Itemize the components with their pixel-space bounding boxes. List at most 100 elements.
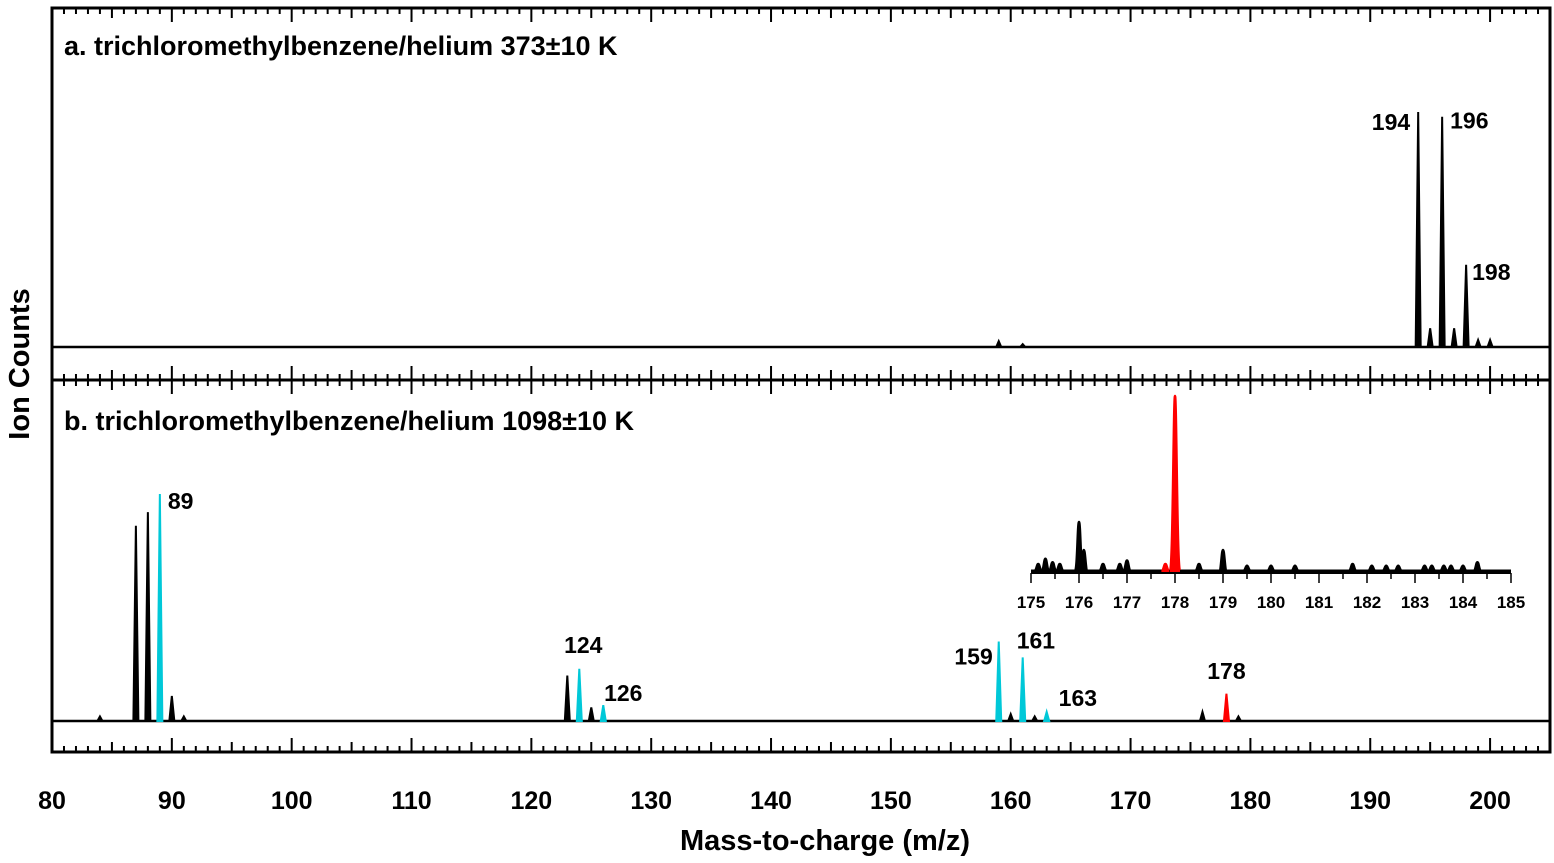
peak-label-196: 196	[1450, 108, 1488, 134]
inset-tick-label-181: 181	[1305, 593, 1333, 612]
peak-label-178: 178	[1207, 658, 1246, 684]
inset-peak	[1367, 564, 1377, 573]
x-tick-label-80: 80	[38, 787, 66, 815]
inset-tick-label-183: 183	[1401, 593, 1429, 612]
inset-x-axis: 175 176 177 178 179 180 181 182 183 184 185	[1017, 572, 1525, 612]
x-tick-label-160: 160	[990, 787, 1032, 815]
peak-123	[563, 675, 571, 722]
peak-196	[1438, 116, 1446, 348]
inset-tick-label-184: 184	[1449, 593, 1478, 612]
inset-peak	[1266, 564, 1276, 573]
inset-tick-label-176: 176	[1065, 593, 1093, 612]
x-tick-label-100: 100	[271, 787, 313, 815]
peak-159	[994, 338, 1003, 348]
panel-a: a. trichloromethylbenzene/helium 373±10 …	[50, 6, 1552, 382]
peak-178	[1222, 693, 1231, 722]
panel-b-frame	[50, 378, 1552, 754]
inset-peak	[1458, 564, 1468, 573]
peak-label-161: 161	[1017, 627, 1056, 653]
peak-197	[1450, 328, 1458, 348]
peak-90	[168, 695, 176, 722]
inset-peak	[1439, 564, 1449, 573]
x-tick-label-120: 120	[511, 787, 553, 815]
x-axis-tick-labels: 80 90 100 110 120 130 140 150 160 170 180 190 200	[38, 787, 1511, 815]
panel-b-title: b. trichloromethylbenzene/helium 1098±10…	[64, 406, 634, 436]
peak-label-159: 159	[954, 644, 992, 670]
x-tick-label-200: 200	[1469, 787, 1511, 815]
x-axis-title: Mass-to-charge (m/z)	[680, 825, 970, 857]
peak-124	[575, 668, 583, 722]
peak-161	[1017, 342, 1028, 348]
panel-a-title: a. trichloromethylbenzene/helium 373±10 …	[64, 31, 618, 61]
panel-a-spectrum	[52, 111, 1550, 349]
peak-176	[1198, 708, 1207, 722]
inset-peak	[1420, 564, 1429, 573]
peak-195	[1426, 328, 1434, 348]
peak-162	[1030, 714, 1039, 722]
inset-tick-label-178: 178	[1161, 593, 1189, 612]
inset-peak	[1446, 564, 1456, 573]
panel-b-ticks	[51, 380, 1551, 752]
peak-125	[587, 707, 595, 722]
peak-163	[1042, 708, 1051, 722]
inset-tick-label-182: 182	[1353, 593, 1381, 612]
peak-89	[156, 493, 164, 722]
inset-peak	[1168, 394, 1182, 573]
inset-peak	[1393, 564, 1403, 573]
inset-spectrum: 175 176 177 178 179 180 181 182 183 184 185	[1017, 394, 1525, 612]
peak-179	[1234, 714, 1243, 722]
x-tick-label-110: 110	[391, 787, 431, 815]
peak-label-163: 163	[1059, 685, 1097, 711]
x-axis: 80 90 100 110 120 130 140 150 160 170 180 190 200	[38, 787, 1511, 815]
peak-84	[95, 714, 105, 722]
peak-87	[132, 525, 140, 722]
inset-tick-label-179: 179	[1209, 593, 1237, 612]
panel-b-spectrum	[52, 493, 1550, 723]
inset-peak	[1290, 564, 1300, 573]
inset-peak	[1098, 562, 1108, 573]
inset-tick-label-185: 185	[1497, 593, 1525, 612]
x-tick-label-170: 170	[1110, 787, 1152, 815]
inset-peak	[1055, 562, 1065, 573]
inset-peak	[1115, 562, 1125, 573]
inset-peak	[1194, 562, 1204, 573]
panel-a-ticks	[51, 8, 1551, 380]
peak-label-124: 124	[564, 632, 603, 658]
peak-label-194: 194	[1372, 109, 1411, 135]
peak-159	[995, 641, 1003, 722]
inset-peak	[1381, 564, 1391, 573]
inset-peak	[1122, 559, 1132, 573]
x-tick-label-140: 140	[750, 787, 792, 815]
inset-peak	[1033, 562, 1043, 573]
x-tick-label-190: 190	[1349, 787, 1391, 815]
panel-a-peak-labels: 194 196 198	[1372, 108, 1511, 285]
inset-peak	[1078, 548, 1090, 573]
x-tick-label-150: 150	[870, 787, 912, 815]
inset-peak	[1217, 548, 1229, 573]
inset-tick-label-175: 175	[1017, 593, 1045, 612]
inset-peak	[1160, 562, 1170, 573]
inset-peak	[1048, 560, 1058, 573]
inset-peak	[1040, 557, 1051, 573]
inset-peak	[1242, 564, 1252, 573]
x-tick-label-180: 180	[1230, 787, 1272, 815]
peak-label-198: 198	[1472, 259, 1511, 285]
x-tick-label-90: 90	[158, 787, 186, 815]
peak-200	[1486, 336, 1494, 348]
inset-peak	[1427, 564, 1437, 573]
peak-label-89: 89	[168, 488, 194, 514]
panel-a-frame	[50, 6, 1552, 382]
panel-b: b. trichloromethylbenzene/helium 1098±10…	[50, 378, 1552, 754]
peak-198	[1462, 264, 1470, 348]
y-axis-title: Ion Counts	[4, 288, 36, 439]
peak-194	[1414, 111, 1422, 348]
peak-161	[1019, 657, 1027, 722]
inset-peak	[1472, 560, 1482, 573]
peak-126	[599, 704, 607, 722]
peak-160	[1006, 711, 1015, 722]
peak-88	[144, 512, 152, 722]
inset-spectrum-trace	[1031, 394, 1511, 573]
peak-label-126: 126	[604, 680, 642, 706]
